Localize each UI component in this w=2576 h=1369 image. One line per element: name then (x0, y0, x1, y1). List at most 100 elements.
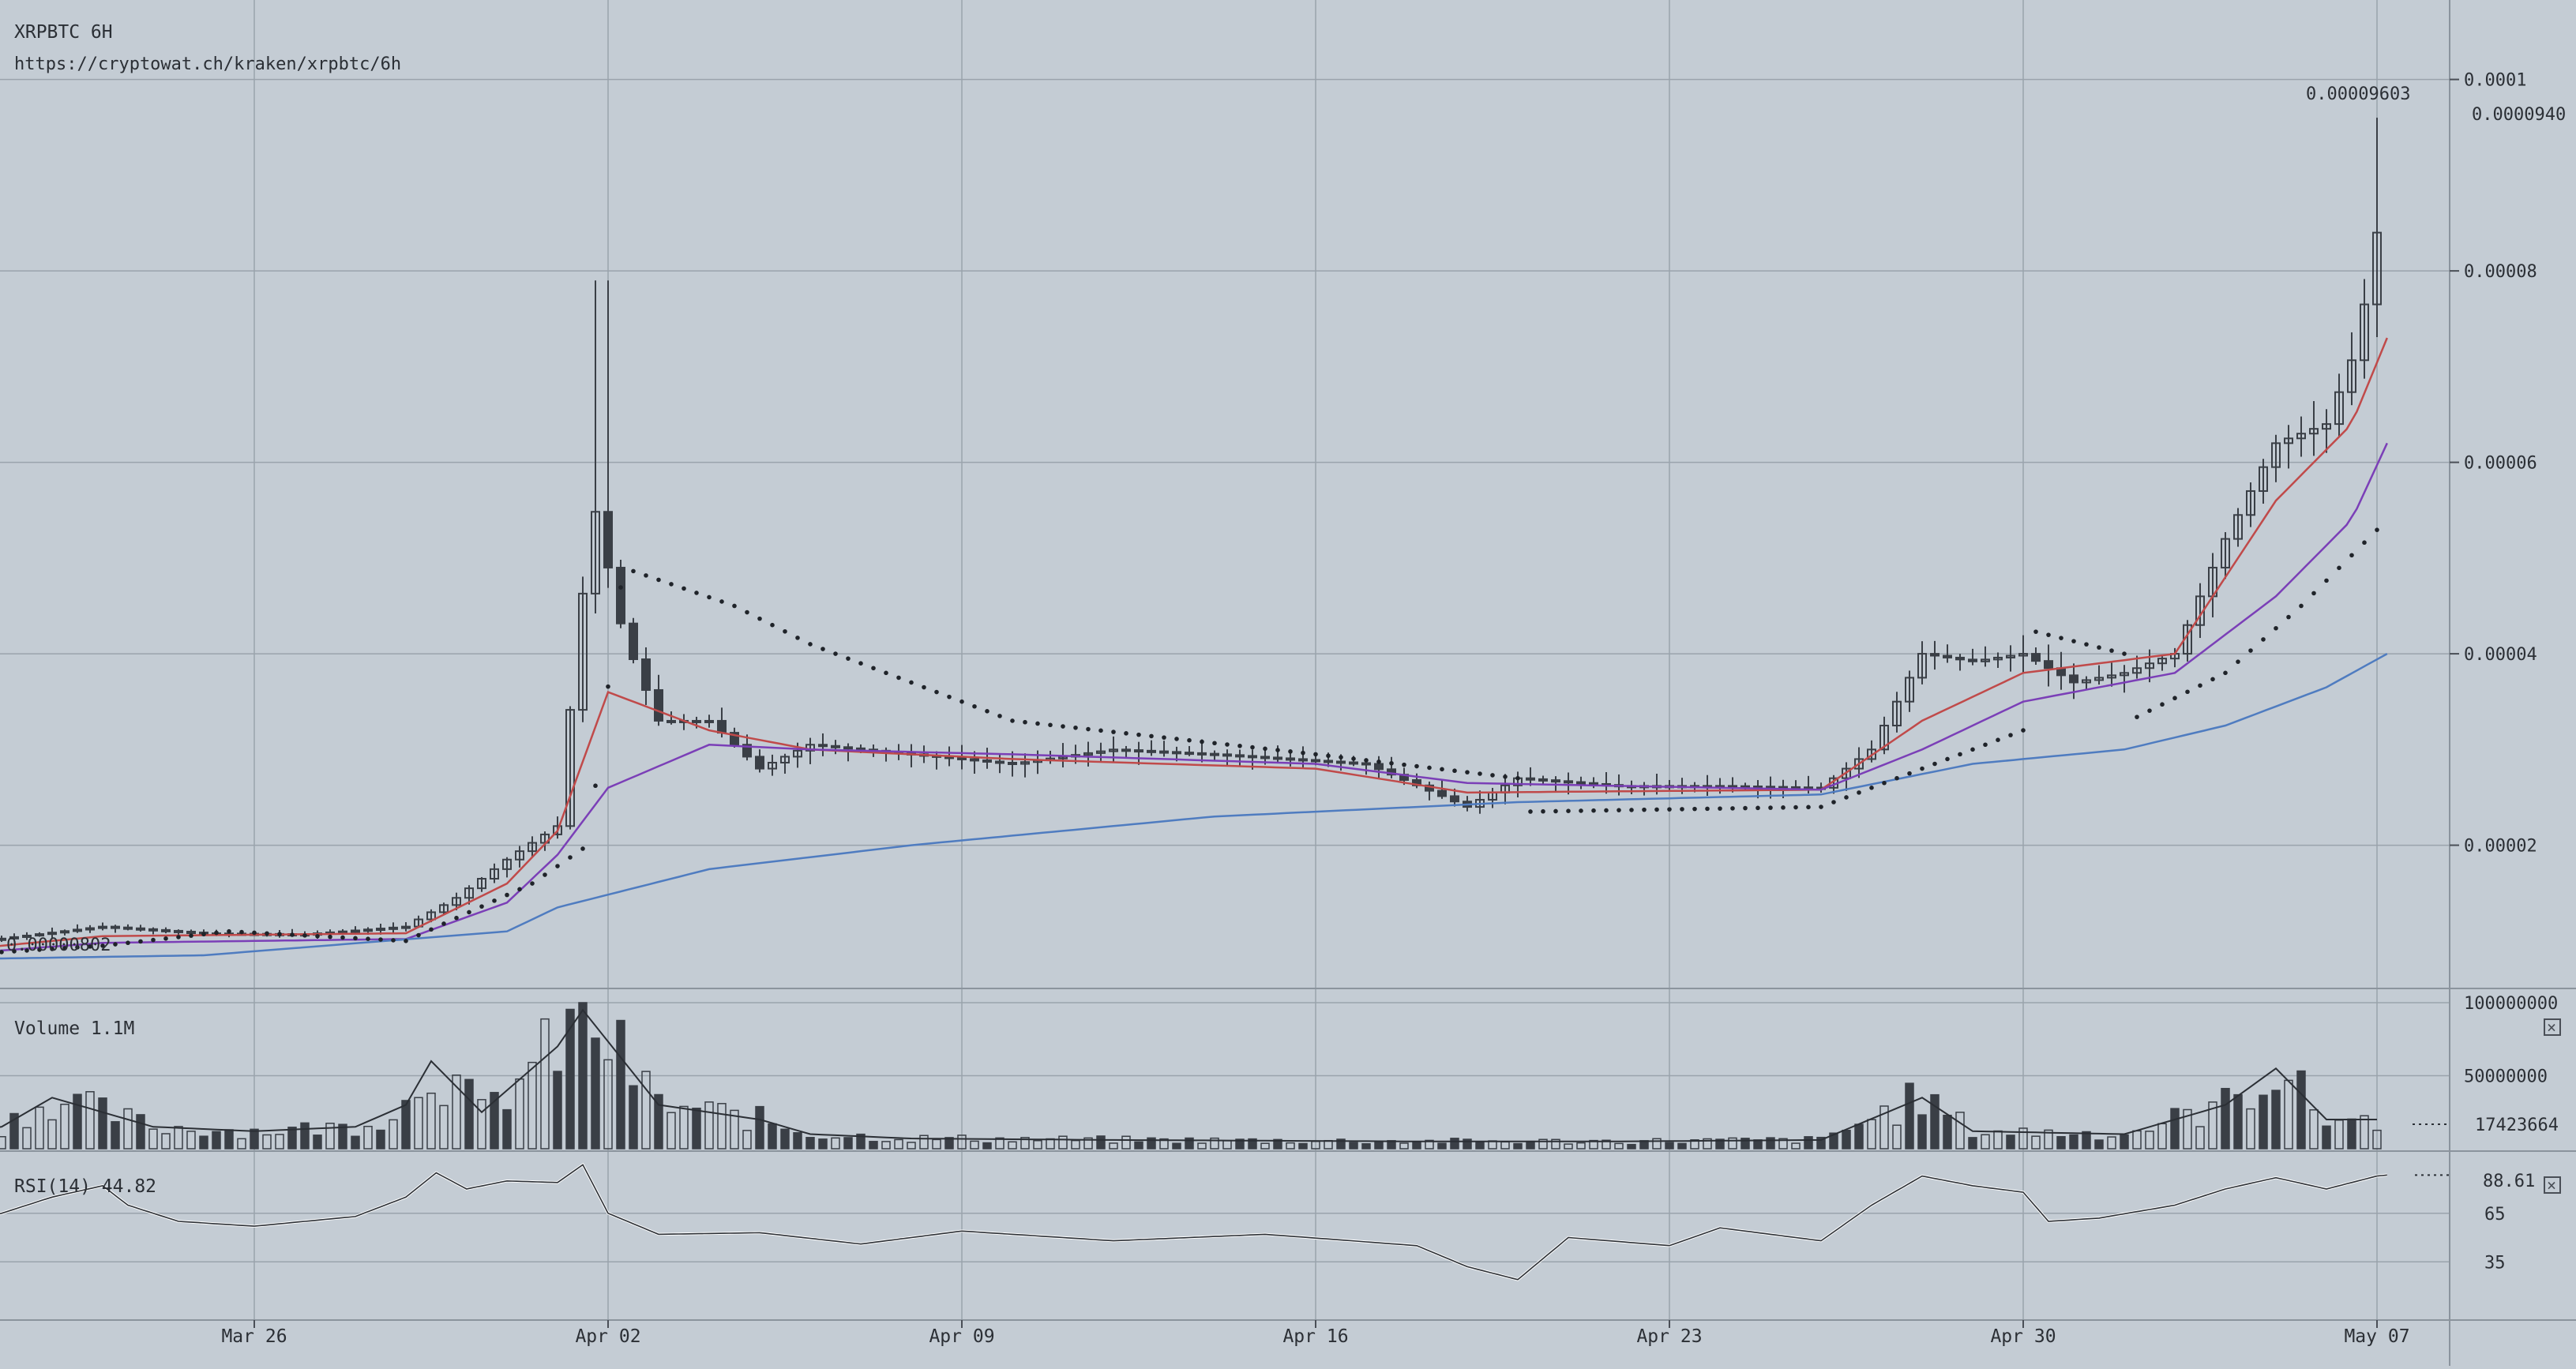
candle (477, 876, 486, 892)
sar-dot (239, 929, 244, 935)
candle-body-down (1197, 752, 1207, 756)
candle (161, 927, 171, 934)
sar-dot (2033, 629, 2038, 634)
sar-dot (2274, 625, 2278, 631)
last-price-label: 0.0000940 (2472, 105, 2566, 125)
candle (515, 846, 524, 868)
volume-bar (1854, 1123, 1864, 1150)
candle (1235, 749, 1245, 767)
candle (85, 925, 95, 933)
candle-body-down (1943, 654, 1952, 658)
candle (2233, 508, 2243, 547)
candle-body-up (2246, 489, 2255, 516)
y-tick-label: 0.00008 (2464, 262, 2537, 282)
rsi-close-button[interactable]: × (2544, 1176, 2561, 1195)
volume-bar (1614, 1142, 1624, 1150)
candle (2259, 459, 2268, 504)
candle (565, 706, 575, 830)
candle-body-down (161, 928, 171, 932)
sar-dot (896, 675, 901, 681)
sar-dot (1958, 752, 1962, 757)
volume-bar (9, 1112, 19, 1150)
volume-bar (1096, 1135, 1106, 1150)
sar-dot (1983, 742, 1988, 748)
candle (1968, 648, 1977, 666)
volume-bar (2259, 1094, 2268, 1150)
candle-body-down (1450, 795, 1459, 803)
volume-bar (679, 1105, 689, 1150)
sar-dot (593, 783, 598, 789)
volume-bar (1513, 1142, 1523, 1150)
candle-body-down (1374, 763, 1384, 771)
volume-bar (553, 1071, 562, 1150)
sar-dot (1528, 809, 1533, 814)
volume-bar (1981, 1134, 1990, 1150)
volume-bar (742, 1130, 752, 1150)
candle-body-down (136, 927, 145, 931)
sar-dot (1932, 761, 1937, 767)
sar-dot (656, 577, 661, 583)
candle-body-down (616, 566, 625, 624)
volume-bar (578, 1002, 588, 1150)
volume-bar (565, 1008, 575, 1150)
volume-bar (1842, 1129, 1851, 1150)
candle (2031, 647, 2041, 665)
sar-dot (745, 609, 749, 615)
volume-bar (47, 1119, 57, 1150)
sar-dot (1541, 808, 1545, 814)
candle (1134, 741, 1143, 765)
volume-bar (2233, 1093, 2243, 1150)
candle-body-up (1879, 725, 1889, 751)
sar-dot (315, 933, 320, 939)
rsi-layer (0, 1162, 2387, 1281)
sar-dot (1920, 766, 1924, 771)
volume-bar (60, 1103, 69, 1150)
volume-bar (793, 1132, 802, 1150)
volume-bar (1892, 1124, 1902, 1150)
candle-body-down (1551, 779, 1560, 783)
candle-body-up (793, 749, 802, 758)
candle-body-down (1589, 782, 1598, 786)
sar-dot (757, 616, 762, 621)
ema-layer (0, 337, 2388, 960)
sar-dot (947, 694, 952, 700)
volume-bar (881, 1141, 891, 1150)
sar-dot (1174, 737, 1179, 741)
candle-body-down (1311, 759, 1320, 763)
candle (1867, 740, 1876, 763)
sar-dot (1718, 806, 1722, 811)
candle-body-up (2309, 428, 2319, 435)
volume-bar (338, 1123, 347, 1150)
volume-bar (2120, 1134, 2129, 1150)
candle-body-down (742, 744, 752, 758)
sar-dot (833, 651, 838, 656)
candle-body-up (1083, 752, 1093, 756)
volume-bar (944, 1137, 954, 1150)
candle (1008, 751, 1017, 777)
volume-bar (2069, 1134, 2078, 1150)
candle (98, 922, 107, 931)
sar-dot (1970, 747, 1975, 752)
candle (641, 647, 651, 705)
volume-close-button[interactable]: × (2544, 1018, 2561, 1037)
candle (995, 753, 1004, 774)
sar-dot (1857, 790, 1861, 795)
candle (2018, 635, 2028, 673)
sar-dot (1010, 718, 1015, 723)
sar-dot (1730, 806, 1735, 811)
candle-body-up (426, 911, 436, 921)
sar-dot (1098, 728, 1103, 733)
sar-dot (1553, 808, 1558, 814)
candle-body-up (768, 761, 777, 770)
candle-body-up (2296, 433, 2306, 440)
candle (780, 753, 790, 774)
candle (73, 924, 82, 933)
volume-bar (1829, 1132, 1838, 1150)
candle (148, 927, 158, 935)
source-url[interactable]: https://cryptowat.ch/kraken/xrpbtc/6h (14, 54, 401, 74)
close-icon: × (2547, 1176, 2556, 1195)
rsi-close-icon-frame (2544, 1176, 2561, 1194)
volume-bar (313, 1135, 322, 1150)
volume-bar (300, 1122, 310, 1150)
